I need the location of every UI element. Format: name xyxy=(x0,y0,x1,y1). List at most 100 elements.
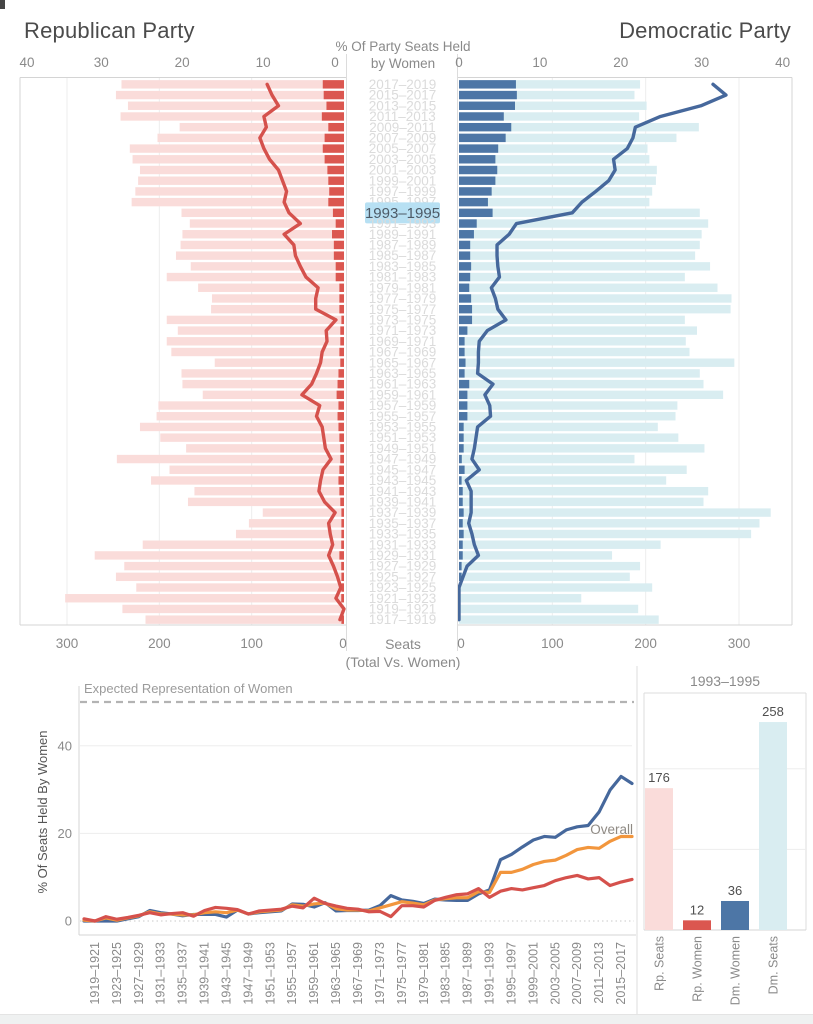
democratic-seats-bar[interactable] xyxy=(459,80,641,89)
democratic-seats-bar[interactable] xyxy=(459,401,678,410)
republican-seats-bar[interactable] xyxy=(211,304,344,314)
republican-women-bar[interactable] xyxy=(338,422,344,432)
democratic-women-bar[interactable] xyxy=(459,101,515,110)
republican-seats-bar[interactable] xyxy=(180,240,344,250)
republican-seats-bar[interactable] xyxy=(131,197,344,207)
detail-bar[interactable] xyxy=(759,722,787,930)
term-label[interactable]: 1963–1965 xyxy=(369,366,437,381)
republican-seats-bar[interactable] xyxy=(145,615,344,624)
democratic-seats-bar[interactable] xyxy=(459,465,687,474)
republican-women-bar[interactable] xyxy=(328,122,344,132)
democratic-seats-bar[interactable] xyxy=(459,272,685,282)
democratic-women-bar[interactable] xyxy=(459,294,472,303)
democratic-women-bar[interactable] xyxy=(459,369,465,378)
republican-women-bar[interactable] xyxy=(338,476,344,485)
democratic-seats-bar[interactable] xyxy=(459,122,699,132)
term-label[interactable]: 1973–1975 xyxy=(369,312,437,327)
republican-women-bar[interactable] xyxy=(339,433,344,442)
democratic-women-bar[interactable] xyxy=(459,422,464,432)
term-label[interactable]: 1965–1967 xyxy=(369,355,437,370)
republican-seats-bar[interactable] xyxy=(211,294,344,303)
republican-women-bar[interactable] xyxy=(341,529,344,539)
republican-women-bar[interactable] xyxy=(339,551,344,560)
republican-seats-bar[interactable] xyxy=(142,540,344,549)
republican-seats-bar[interactable] xyxy=(179,122,344,132)
democratic-women-bar[interactable] xyxy=(459,561,462,571)
democratic-seats-bar[interactable] xyxy=(459,262,711,271)
republican-women-bar[interactable] xyxy=(340,326,344,335)
democratic-women-bar[interactable] xyxy=(459,155,496,164)
term-label[interactable]: 1929–1931 xyxy=(369,548,437,563)
republican-seats-bar[interactable] xyxy=(214,358,344,367)
democratic-women-bar[interactable] xyxy=(459,347,465,357)
democratic-women-bar[interactable] xyxy=(459,187,492,196)
democratic-women-bar[interactable] xyxy=(459,486,463,496)
democratic-seats-bar[interactable] xyxy=(459,347,690,357)
democratic-seats-bar[interactable] xyxy=(459,572,630,582)
republican-seats-bar[interactable] xyxy=(182,230,344,239)
term-label[interactable]: 1917–1919 xyxy=(369,612,437,627)
democratic-seats-bar[interactable] xyxy=(459,540,661,549)
republican-seats-bar[interactable] xyxy=(132,155,344,164)
democratic-women-bar[interactable] xyxy=(459,240,471,250)
republican-women-bar[interactable] xyxy=(338,369,344,378)
democratic-seats-bar[interactable] xyxy=(459,433,679,442)
republican-seats-bar[interactable] xyxy=(139,422,344,432)
democratic-women-bar[interactable] xyxy=(459,476,462,485)
republican-pct-line[interactable] xyxy=(258,82,346,622)
term-label[interactable]: 2005–2007 xyxy=(369,141,437,156)
democratic-seats-bar[interactable] xyxy=(459,144,648,153)
democratic-women-bar[interactable] xyxy=(459,519,463,528)
republican-women-bar[interactable] xyxy=(332,208,344,218)
republican-women-bar[interactable] xyxy=(336,390,344,400)
democratic-women-bar[interactable] xyxy=(459,497,463,507)
democratic-seats-bar[interactable] xyxy=(459,304,731,314)
republican-women-bar[interactable] xyxy=(323,90,344,100)
detail-bar[interactable] xyxy=(683,920,711,930)
republican-seats-bar[interactable] xyxy=(169,465,344,474)
republican-seats-bar[interactable] xyxy=(94,551,344,560)
republican-seats-bar[interactable] xyxy=(65,594,345,603)
republican-seats-bar[interactable] xyxy=(116,454,345,464)
republican-seats-bar[interactable] xyxy=(135,187,344,196)
democratic-seats-bar[interactable] xyxy=(459,594,582,603)
republican-seats-bar[interactable] xyxy=(129,144,344,153)
term-label[interactable]: 1983–1985 xyxy=(369,259,437,274)
detail-bar[interactable] xyxy=(645,788,673,930)
republican-women-bar[interactable] xyxy=(324,133,344,143)
democratic-seats-bar[interactable] xyxy=(459,283,718,292)
republican-women-bar[interactable] xyxy=(341,583,344,592)
republican-seats-bar[interactable] xyxy=(124,561,344,571)
republican-seats-bar[interactable] xyxy=(160,433,344,442)
democratic-seats-bar[interactable] xyxy=(459,422,658,432)
democratic-women-bar[interactable] xyxy=(459,165,498,175)
democratic-seats-bar[interactable] xyxy=(459,337,686,346)
democratic-seats-bar[interactable] xyxy=(459,326,697,335)
democratic-seats-bar[interactable] xyxy=(459,529,752,539)
republican-seats-bar[interactable] xyxy=(122,604,345,614)
republican-women-bar[interactable] xyxy=(341,315,344,325)
democratic-seats-bar[interactable] xyxy=(459,112,640,121)
republican-seats-bar[interactable] xyxy=(151,476,344,485)
republican-trend-line[interactable] xyxy=(82,873,634,923)
bottom-scrollbar-track[interactable] xyxy=(0,1014,813,1024)
term-label[interactable]: 2007–2009 xyxy=(369,130,437,145)
republican-women-bar[interactable] xyxy=(339,283,344,292)
democratic-women-bar[interactable] xyxy=(459,465,465,474)
democratic-seats-bar[interactable] xyxy=(459,251,696,260)
republican-seats-bar[interactable] xyxy=(166,337,344,346)
term-label[interactable]: 1985–1987 xyxy=(369,248,437,263)
republican-women-bar[interactable] xyxy=(329,187,344,196)
term-label[interactable]: 1937–1939 xyxy=(369,505,437,520)
republican-seats-bar[interactable] xyxy=(139,165,344,175)
term-label[interactable]: 1923–1925 xyxy=(369,580,437,595)
democratic-women-bar[interactable] xyxy=(459,80,516,89)
republican-seats-bar[interactable] xyxy=(186,444,344,453)
republican-seats-bar[interactable] xyxy=(235,529,344,539)
republican-seats-bar[interactable] xyxy=(136,583,344,592)
democratic-women-bar[interactable] xyxy=(459,90,517,100)
democratic-seats-bar[interactable] xyxy=(459,497,704,507)
republican-seats-bar[interactable] xyxy=(177,326,344,335)
republican-seats-bar[interactable] xyxy=(121,80,344,89)
republican-seats-bar[interactable] xyxy=(198,283,344,292)
